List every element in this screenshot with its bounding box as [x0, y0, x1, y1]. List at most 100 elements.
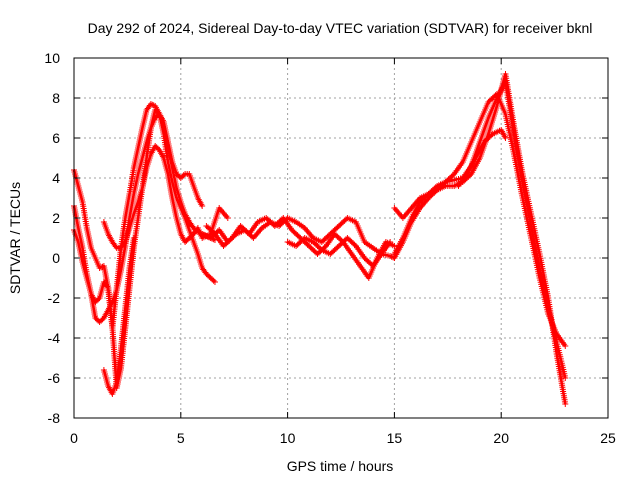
point-trace-h-52 — [361, 255, 368, 261]
point-trace-g-94 — [331, 231, 338, 237]
point-trace-d-71 — [153, 144, 160, 151]
point-trace-b-49 — [93, 297, 100, 304]
point-trace-l-28 — [485, 135, 492, 141]
y-tick-label-6: 4 — [52, 170, 60, 186]
point-trace-g-98 — [337, 236, 344, 243]
point-trace-f-91 — [337, 221, 344, 228]
series-line-trace-i — [393, 92, 567, 347]
point-trace-g-46 — [266, 217, 273, 224]
point-trace-h-33 — [335, 243, 342, 249]
point-trace-g-53 — [276, 219, 283, 225]
point-trace-a-49 — [98, 264, 105, 271]
x-tick-label-3: 15 — [387, 430, 403, 446]
point-trace-f-88 — [333, 225, 339, 232]
point-trace-g-13 — [220, 243, 227, 249]
point-trace-h-53 — [362, 256, 369, 263]
point-trace-a-281 — [207, 275, 214, 281]
point-trace-c-210 — [199, 203, 206, 209]
point-trace-f-82 — [324, 233, 331, 240]
series-trace-k — [391, 71, 569, 407]
point-trace-g-68 — [296, 233, 302, 240]
point-trace-b-50 — [95, 296, 102, 303]
point-trace-h-43 — [350, 240, 357, 247]
point-trace-h-27 — [327, 251, 334, 257]
y-tick-label-9: 10 — [44, 50, 60, 66]
point-trace-g-63 — [288, 227, 295, 233]
point-trace-g-64 — [290, 228, 297, 235]
point-trace-h-8 — [297, 239, 304, 245]
point-trace-g-29 — [241, 227, 248, 233]
point-trace-g-76 — [307, 244, 314, 251]
series-trace-l — [455, 127, 509, 189]
point-trace-f-94 — [341, 217, 348, 224]
point-trace-h-6 — [294, 241, 301, 248]
point-trace-h-29 — [330, 248, 337, 255]
point-trace-i-216 — [562, 343, 569, 349]
point-trace-a-283 — [210, 277, 217, 284]
data-layer — [71, 71, 569, 407]
point-trace-l-27 — [484, 136, 490, 143]
series-trace-c — [71, 111, 206, 325]
point-trace-g-45 — [264, 216, 271, 223]
y-tick-label-3: -2 — [48, 290, 61, 306]
x-axis-label: GPS time / hours — [287, 458, 394, 474]
point-trace-a-279 — [204, 272, 211, 279]
point-trace-d-70 — [152, 143, 159, 149]
x-tick-label-1: 5 — [177, 430, 185, 446]
point-trace-h-35 — [338, 240, 345, 247]
point-trace-d-122 — [183, 237, 190, 244]
point-trace-f-79 — [320, 237, 327, 244]
y-tick-label-1: -6 — [48, 370, 61, 386]
point-trace-h-19 — [314, 243, 321, 249]
point-trace-h-7 — [296, 240, 302, 247]
point-trace-c-44 — [92, 315, 99, 321]
point-trace-i-49 — [448, 173, 455, 180]
point-trace-i-89 — [486, 97, 493, 104]
point-trace-g-65 — [291, 229, 298, 236]
point-trace-h-41 — [347, 237, 354, 244]
point-trace-g-28 — [240, 225, 247, 232]
point-trace-a-191 — [149, 101, 156, 108]
point-trace-c-151 — [152, 115, 159, 121]
point-trace-h-17 — [311, 240, 318, 247]
point-trace-g-1 — [204, 224, 211, 231]
point-trace-g-15 — [223, 240, 230, 247]
y-tick-label-7: 6 — [52, 130, 60, 146]
point-trace-g-51 — [273, 221, 280, 228]
x-tick-label-5: 25 — [600, 430, 616, 446]
point-trace-a-280 — [206, 273, 213, 280]
plot-frame — [73, 57, 609, 419]
point-trace-g-81 — [314, 251, 321, 257]
point-trace-d-121 — [182, 239, 189, 245]
point-trace-i-50 — [449, 172, 456, 179]
x-tick-label-4: 20 — [493, 430, 509, 446]
y-axis-label: SDTVAR / TECUs — [7, 182, 23, 294]
point-trace-l-41 — [502, 135, 509, 141]
series-trace-e — [100, 235, 137, 397]
y-tick-label-8: 8 — [52, 90, 60, 106]
point-trace-g-75 — [306, 243, 312, 249]
point-trace-j-243 — [562, 375, 569, 381]
point-trace-f-5 — [207, 235, 214, 241]
point-trace-c-45 — [93, 316, 100, 323]
chart-title: Day 292 of 2024, Sidereal Day-to-day VTE… — [88, 20, 593, 36]
point-trace-h-21 — [317, 245, 324, 252]
tick-layer: 0 5 10 15 20 25 -8 -6 -4 -2 0 2 4 6 8 10 — [44, 50, 616, 446]
point-trace-h-56 — [367, 260, 374, 267]
point-trace-g-3 — [207, 227, 214, 233]
x-tick-label-0: 0 — [70, 430, 78, 446]
point-trace-g-17 — [226, 237, 233, 244]
point-trace-f-90 — [335, 223, 342, 229]
point-trace-l-29 — [486, 133, 493, 140]
point-trace-g-5 — [210, 229, 217, 236]
point-trace-g-50 — [271, 223, 278, 229]
y-tick-label-2: -4 — [48, 330, 61, 346]
series-trace-h — [284, 235, 394, 269]
point-trace-h-39 — [344, 235, 351, 241]
point-trace-g-77 — [308, 245, 315, 252]
point-trace-g-47 — [267, 219, 274, 225]
point-trace-h-37 — [341, 237, 348, 244]
point-trace-h-18 — [313, 241, 320, 248]
